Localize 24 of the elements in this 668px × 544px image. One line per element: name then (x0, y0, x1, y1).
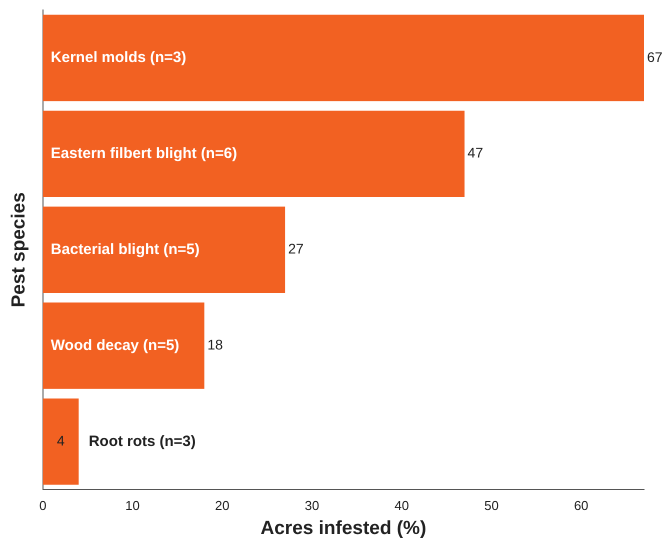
x-axis-title: Acres infested (%) (260, 518, 426, 539)
x-tick-label: 20 (215, 498, 230, 513)
y-tick-label: Root rots (n=3) (88, 432, 196, 450)
data-label: 4 (56, 432, 65, 448)
data-label: 67 (647, 48, 663, 65)
bar (42, 302, 204, 389)
y-tick-label: Wood decay (n=5) (50, 336, 180, 354)
y-axis-title: Pest species (8, 192, 30, 308)
bar (42, 206, 286, 293)
y-tick-label: Eastern filbert blight (n=6) (50, 145, 238, 162)
x-tick-label: 30 (304, 498, 320, 513)
data-label: 18 (207, 336, 224, 353)
data-label: 47 (468, 144, 484, 161)
bar (42, 14, 644, 102)
y-tick-label: Bacterial blight (n=5) (50, 240, 200, 258)
x-tick-label: 0 (39, 498, 46, 513)
data-label: 27 (288, 240, 304, 257)
x-tick-label: 60 (574, 498, 588, 513)
bar (42, 110, 465, 198)
x-tick-label: 50 (484, 498, 499, 513)
x-tick-label: 10 (125, 498, 140, 513)
x-tick-label: 40 (394, 498, 409, 513)
y-tick-label: Kernel molds (n=3) (50, 49, 186, 66)
bar (42, 398, 79, 485)
